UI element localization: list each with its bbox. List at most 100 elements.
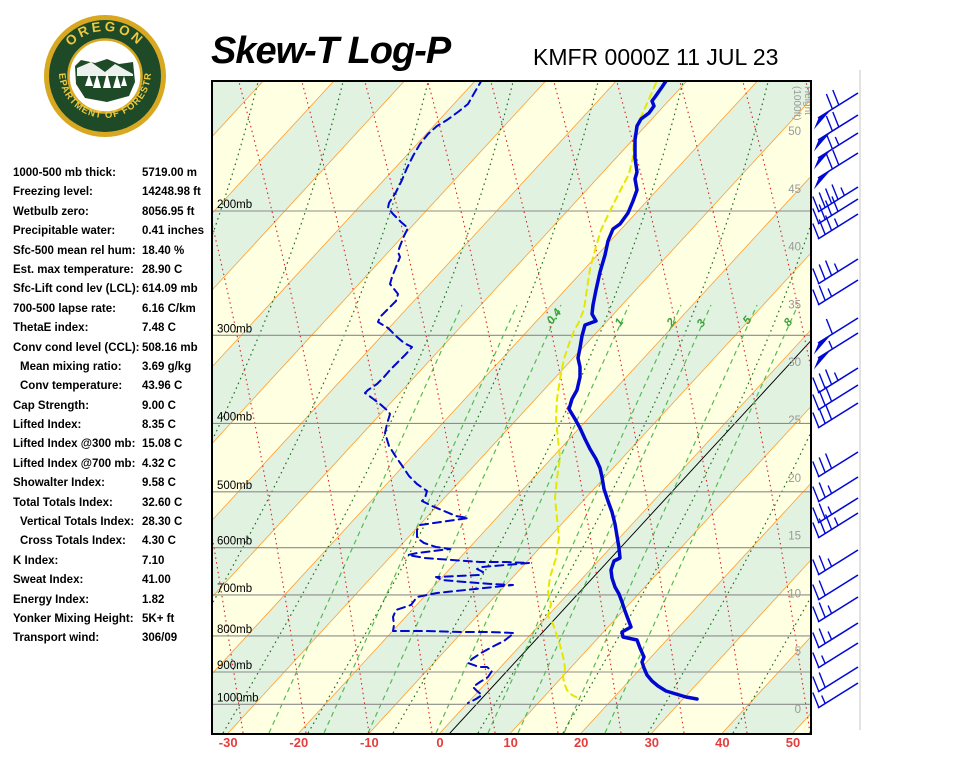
stat-label: 1000-500 mb thick: [13, 167, 116, 179]
stat-label: Yonker Mixing Height: [13, 612, 134, 625]
stat-value: 306/09 [142, 632, 178, 645]
wind-barb-full [818, 457, 826, 473]
wind-barb-half [827, 485, 833, 494]
stat-value: 7.48 C [142, 322, 176, 335]
wind-barb-half [827, 506, 833, 515]
x-axis-tick-label: 30 [644, 735, 660, 750]
stat-label: Mean mixing ratio: [20, 360, 122, 373]
wind-barb-full [812, 461, 820, 477]
wind-barb-half [834, 136, 840, 146]
stat-label: Precipitable water: [13, 225, 116, 238]
stat-label: Wetbulb zero: [13, 205, 89, 218]
stat-value: 8.35 C [142, 419, 176, 432]
wind-barb-full [812, 486, 820, 502]
pressure-label: 700mb [217, 583, 252, 595]
stat-value: 5719.00 m [142, 167, 197, 179]
wind-barb-full [824, 369, 833, 385]
stat-row: Precipitable water: 0.41 inches [13, 223, 213, 242]
stat-label: Cap Strength: [13, 399, 90, 412]
stat-row: Sfc-500 mean rel hum: 18.40 % [13, 243, 213, 262]
wind-barb-staff [817, 497, 859, 524]
stat-row: Lifted Index: 8.35 C [13, 417, 213, 436]
stat-label: K Index: [13, 554, 59, 567]
wind-barb-staff [817, 402, 859, 429]
wind-barb-staff [817, 642, 859, 669]
wind-barb-full [812, 522, 820, 538]
wind-barb-full [812, 289, 820, 305]
wind-barb-full [812, 507, 820, 523]
stat-value: 4.32 C [142, 457, 176, 470]
wind-barb-full [812, 208, 820, 224]
stat-row: Sfc-Lift cond lev (LCL): 614.09 mb [13, 281, 213, 300]
stat-value: 3.69 g/kg [142, 360, 192, 373]
stat-row: Yonker Mixing Height: 5K+ ft [13, 611, 213, 630]
stat-value: 8056.95 ft [142, 205, 195, 218]
wind-barb-staff [817, 451, 859, 478]
wind-barb-pennant [813, 170, 831, 190]
stat-label: Conv temperature: [20, 380, 123, 393]
logo-state-art [75, 59, 135, 102]
stat-value: 32.60 C [142, 496, 183, 509]
stat-value: 9.58 C [142, 477, 176, 490]
wind-barb-full [818, 285, 826, 301]
stat-row: Conv cond level (CCL): 508.16 mb [13, 340, 213, 359]
wind-barb-full [812, 377, 820, 393]
wind-barb-full [824, 188, 833, 204]
wind-barb-half [827, 288, 833, 297]
wind-barb-full [818, 602, 826, 618]
wind-barb-pennant [813, 132, 831, 152]
height-label: 15 [788, 531, 801, 543]
wind-barb-full [824, 386, 833, 402]
stat-value: 508.16 mb [142, 341, 198, 354]
wind-barb-pennant [813, 350, 831, 370]
stat-row: Energy Index: 1.82 [13, 592, 213, 611]
wind-barb-full [818, 580, 826, 596]
height-axis-units: (1000ft) [791, 86, 802, 120]
wind-barb-full [832, 111, 840, 128]
wind-barb-half [821, 695, 826, 704]
dewpoint-trace [364, 82, 530, 704]
stat-value: 6.16 C/km [142, 302, 196, 315]
wind-barb-pennant [813, 335, 831, 355]
stat-value: 14248.98 ft [142, 186, 201, 199]
stat-value: 28.30 C [142, 516, 183, 529]
wind-barb-full [825, 115, 834, 132]
wind-barb-full [818, 373, 826, 389]
height-axis-title: Height [802, 86, 812, 115]
stat-label: Transport wind: [13, 632, 100, 645]
stat-label: Energy Index: [13, 593, 90, 606]
wind-barb-staff [817, 476, 859, 503]
wind-barb-staff [817, 384, 859, 411]
chart-plot-area: 200mb 300mb 400mb 500mb 600mb 700mb 800mb 900mb… [213, 82, 812, 733]
stat-row: Lifted Index @300 mb: 15.08 C [13, 436, 213, 455]
x-axis-tick-label: 10 [503, 735, 518, 750]
wind-barb-full [812, 412, 820, 428]
pressure-label: 300mb [217, 323, 252, 335]
stat-row: Wetbulb zero: 8056.95 ft [13, 204, 213, 223]
stat-label: Conv cond level (CCL): [13, 341, 140, 354]
pressure-label: 800mb [217, 624, 252, 636]
wind-barb-half [828, 340, 834, 350]
stat-row: 1000-500 mb thick: 5719.00 m [13, 165, 213, 184]
wind-barb-full [812, 559, 820, 575]
stat-row: ThetaE index: 7.48 C [13, 320, 213, 339]
wind-barb-full [818, 264, 826, 280]
stat-row: Vertical Totals Index: 28.30 C [13, 514, 213, 533]
wetbulb-trace [547, 82, 657, 699]
wind-barb-full [812, 268, 820, 284]
wind-barb-full [818, 503, 826, 519]
wind-barb-staff [817, 596, 859, 623]
stat-value: 43.96 C [142, 380, 183, 393]
wind-barb-full [832, 89, 840, 106]
wind-barb-full [824, 260, 833, 276]
stat-row: Cross Totals Index: 4.30 C [13, 533, 213, 552]
stat-label: Lifted Index @700 mb: [13, 457, 136, 470]
stat-row: Transport wind: 306/09 [13, 630, 213, 649]
stat-row: Showalter Index: 9.58 C [13, 475, 213, 494]
stat-label: Total Totals Index: [13, 496, 113, 509]
stat-label: Vertical Totals Index: [20, 516, 135, 529]
wind-barb-full [812, 632, 820, 648]
height-label: 5 [795, 646, 801, 658]
stat-row: Conv temperature: 43.96 C [13, 378, 213, 397]
